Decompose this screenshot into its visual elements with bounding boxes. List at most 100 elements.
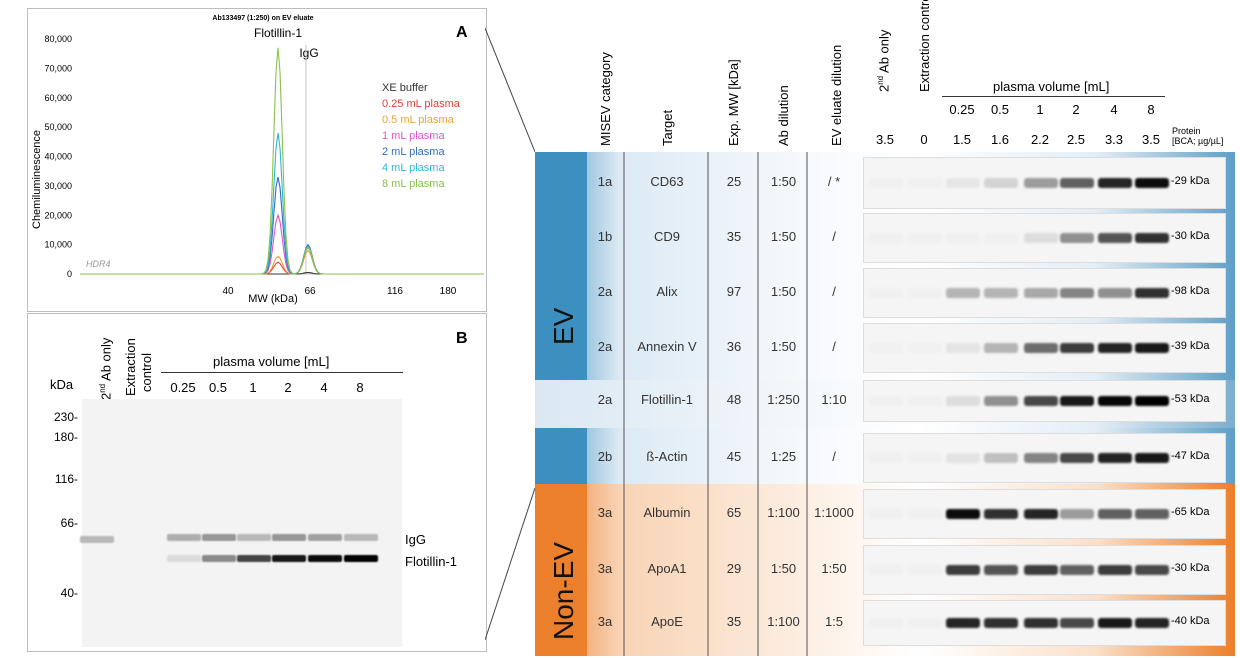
cell-ab-dilution: 1:25 bbox=[770, 449, 797, 464]
cell-ev-dilution: 1:1000 bbox=[814, 505, 854, 520]
lane-label: 8 bbox=[356, 380, 364, 395]
plasma-lane-label: 1 bbox=[1036, 102, 1044, 117]
blot-band bbox=[1060, 618, 1094, 628]
blot-band bbox=[946, 343, 980, 353]
peak-label-flotillin: Flotillin-1 bbox=[254, 26, 302, 40]
cell-ev-dilution: / bbox=[832, 284, 836, 299]
blot-band bbox=[1098, 288, 1132, 298]
blot-band bbox=[1024, 233, 1058, 243]
cell-category: 2a bbox=[597, 284, 613, 299]
blot-band bbox=[1098, 343, 1132, 353]
panel-a: Ab133497 (1:250) on EV eluate A Chemilum… bbox=[27, 8, 487, 312]
cell-target: Annexin V bbox=[637, 339, 697, 354]
blot-band bbox=[1024, 178, 1058, 188]
blot-strip bbox=[863, 433, 1226, 483]
legend: XE buffer 0.25 mL plasma 0.5 mL plasma 1 mL… bbox=[382, 82, 461, 190]
cell-ab-dilution: 1:50 bbox=[770, 174, 797, 189]
blot-band bbox=[984, 178, 1018, 188]
plasma-lane-label: 2 bbox=[1072, 102, 1080, 117]
plasma-lane-label: 8 bbox=[1147, 102, 1155, 117]
blot-band bbox=[984, 233, 1018, 243]
cell-mw: 35 bbox=[726, 229, 742, 244]
blot-band bbox=[1024, 288, 1058, 298]
protein-value: 2.2 bbox=[1030, 132, 1050, 147]
blot-band bbox=[1024, 509, 1058, 519]
protein-value: 2.5 bbox=[1066, 132, 1086, 147]
cell-ab-dilution: 1:100 bbox=[767, 505, 800, 520]
cell-category: 2b bbox=[597, 449, 613, 464]
cell-category: 3a bbox=[597, 561, 613, 576]
blot-band bbox=[946, 396, 980, 406]
cell-category: 2a bbox=[597, 339, 613, 354]
cell-ab-dilution: 1:100 bbox=[767, 614, 800, 629]
cell-ab-dilution: 1:50 bbox=[770, 229, 797, 244]
y-tick-label: 40,000 bbox=[44, 152, 72, 162]
y-tick-label: 70,000 bbox=[44, 63, 72, 73]
y-axis-label: Chemiluminescence bbox=[31, 130, 43, 229]
blot-band bbox=[869, 343, 903, 353]
blot-band bbox=[946, 233, 980, 243]
blot-band bbox=[1024, 565, 1058, 575]
peak-label-igg: IgG bbox=[299, 46, 318, 60]
header-target: Target bbox=[660, 109, 675, 146]
cell-mw: 48 bbox=[726, 392, 742, 407]
blot-band bbox=[908, 618, 942, 628]
band-label-igg: IgG bbox=[405, 532, 426, 547]
blot-band bbox=[1024, 618, 1058, 628]
panel-b: B 2nd Ab only Extraction control plasma … bbox=[27, 313, 487, 652]
blot-band bbox=[1060, 453, 1094, 463]
blot-band bbox=[869, 565, 903, 575]
non-ev-group-tab bbox=[535, 484, 587, 656]
cell-ab-dilution: 1:250 bbox=[767, 392, 800, 407]
lane-label: 2 bbox=[284, 380, 292, 395]
protein-value: 3.3 bbox=[1104, 132, 1124, 147]
trace-series bbox=[80, 249, 484, 275]
blot-band bbox=[984, 618, 1018, 628]
blot-band bbox=[1098, 565, 1132, 575]
blot-band bbox=[908, 233, 942, 243]
kda-label: -98 kDa bbox=[1171, 285, 1210, 297]
blot-band bbox=[984, 509, 1018, 519]
kda-label: -30 kDa bbox=[1171, 562, 1210, 574]
blot-band bbox=[869, 453, 903, 463]
header-mw: Exp. MW [kDa] bbox=[726, 59, 741, 146]
blot-band bbox=[1135, 618, 1169, 628]
blot-band bbox=[908, 453, 942, 463]
electropherogram-chart: Ab133497 (1:250) on EV eluate A Chemilum… bbox=[31, 15, 484, 305]
blot-band bbox=[984, 565, 1018, 575]
blot-band bbox=[984, 288, 1018, 298]
blot-band bbox=[908, 509, 942, 519]
blot-band bbox=[908, 396, 942, 406]
band-flotillin bbox=[272, 555, 306, 562]
cell-ev-dilution: 1:10 bbox=[821, 392, 847, 407]
blot-band bbox=[1024, 343, 1058, 353]
blot-band bbox=[946, 618, 980, 628]
legend-entry: 1 mL plasma bbox=[382, 130, 445, 142]
protein-label: Protein [BCA; µg/µL] bbox=[1172, 126, 1224, 146]
blot-band bbox=[1135, 343, 1169, 353]
blot-band bbox=[1135, 288, 1169, 298]
blot-band bbox=[1098, 453, 1132, 463]
blot-strip bbox=[863, 213, 1226, 263]
kda-label: -47 kDa bbox=[1171, 450, 1210, 462]
lane-label: 4 bbox=[320, 380, 328, 395]
band-label-flotillin: Flotillin-1 bbox=[405, 554, 458, 569]
legend-entry: 0.25 mL plasma bbox=[382, 98, 461, 110]
kda-label: kDa bbox=[50, 377, 74, 392]
plasma-lane-label: 0.25 bbox=[949, 102, 975, 117]
cell-mw: 65 bbox=[726, 505, 742, 520]
cell-mw: 97 bbox=[726, 284, 742, 299]
cell-ev-dilution: / bbox=[832, 339, 836, 354]
cell-mw: 29 bbox=[726, 561, 742, 576]
protein-value: 3.5 bbox=[1141, 132, 1161, 147]
blot-band bbox=[1135, 453, 1169, 463]
legend-entry: XE buffer bbox=[382, 82, 428, 94]
kda-label: -29 kDa bbox=[1171, 175, 1210, 187]
x-axis-label: MW (kDa) bbox=[248, 293, 298, 305]
band-igg bbox=[167, 534, 201, 541]
blot-band bbox=[1098, 509, 1132, 519]
legend-entry: 0.5 mL plasma bbox=[382, 114, 455, 126]
lane-label: 0.5 bbox=[208, 380, 228, 395]
blot-band bbox=[1024, 396, 1058, 406]
mw-marker-label: 230- bbox=[53, 410, 78, 424]
